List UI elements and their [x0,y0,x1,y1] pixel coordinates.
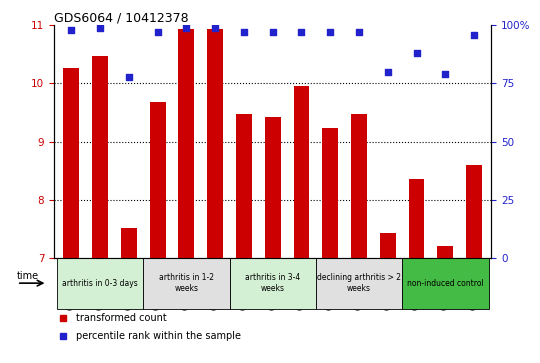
Bar [150,102,165,258]
Bar [121,228,137,258]
Bar [207,29,223,258]
Bar [322,128,338,258]
Point [412,50,421,56]
Bar [178,29,194,258]
Point [153,29,162,35]
Bar [437,246,453,258]
Text: non-induced control: non-induced control [407,279,484,287]
Point [470,32,478,38]
Bar [143,258,230,309]
Point [355,29,363,35]
Bar [409,179,424,258]
Text: transformed count: transformed count [76,313,167,323]
Text: arthritis in 3-4
weeks: arthritis in 3-4 weeks [245,273,300,293]
Text: declining arthritis > 2
weeks: declining arthritis > 2 weeks [317,273,401,293]
Bar [380,233,396,258]
Bar [294,86,309,258]
Point [326,29,335,35]
Bar [316,258,402,309]
Bar [466,165,482,258]
Text: arthritis in 0-3 days: arthritis in 0-3 days [62,279,138,287]
Point [182,25,191,30]
Point [96,25,104,30]
Point [240,29,248,35]
Bar [265,117,281,258]
Point [211,25,219,30]
Point [125,74,133,79]
Text: GDS6064 / 10412378: GDS6064 / 10412378 [54,11,188,24]
Point [383,69,392,75]
Point [268,29,277,35]
Text: percentile rank within the sample: percentile rank within the sample [76,331,241,341]
Bar [236,114,252,258]
Point [441,71,450,77]
Text: arthritis in 1-2
weeks: arthritis in 1-2 weeks [159,273,214,293]
Bar [230,258,316,309]
Point [67,27,76,33]
Point [297,29,306,35]
Text: time: time [17,270,39,281]
Bar [63,68,79,258]
Bar [402,258,489,309]
Bar [92,56,108,258]
Bar [57,258,143,309]
Bar [351,114,367,258]
